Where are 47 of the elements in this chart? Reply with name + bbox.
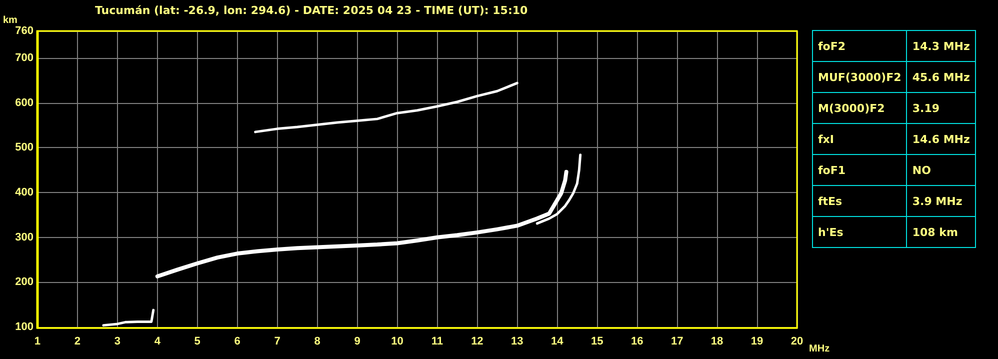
text: 3.19 <box>906 92 976 124</box>
y-tick-label: 300 <box>15 231 34 244</box>
x-tick-label: 16 <box>630 336 644 348</box>
y-tick-label: 400 <box>15 186 34 199</box>
x-tick-label: 18 <box>710 336 724 348</box>
text: M(3000)F2 <box>812 92 907 124</box>
x-tick-label: 12 <box>471 336 484 348</box>
text: fxI <box>812 124 907 154</box>
x-tick-label: 8 <box>314 336 320 348</box>
x-tick-label: 7 <box>274 336 280 348</box>
y-tick-label: 200 <box>15 276 34 288</box>
x-tick-label: 9 <box>354 336 360 348</box>
x-tick-label: 19 <box>750 336 764 348</box>
line-series <box>102 308 155 327</box>
text: 14.3 MHz <box>906 30 976 62</box>
text: ftEs <box>812 186 907 216</box>
x-tick-label: 11 <box>431 336 444 348</box>
y-tick-label: 500 <box>15 142 34 154</box>
y-tick-label: 760 <box>15 25 34 37</box>
x-axis-title: MHz <box>809 344 830 354</box>
x-tick-label: 14 <box>551 336 564 348</box>
x-tick-label: 17 <box>670 336 684 348</box>
y-tick-label: 600 <box>15 96 34 109</box>
x-tick-label: 10 <box>391 336 404 348</box>
x-tick-label: 1 <box>34 336 41 348</box>
text: MUF(3000)F2 <box>812 62 907 92</box>
text: foF1 <box>812 154 907 186</box>
text: 45.6 MHz <box>906 62 976 92</box>
line-series <box>254 82 518 134</box>
x-tick-label: 15 <box>590 336 604 348</box>
text: h'Es <box>812 216 907 248</box>
x-tick-label: 3 <box>114 336 120 348</box>
text: foF2 <box>812 30 907 62</box>
text: 108 km <box>906 216 976 248</box>
x-tick-label: 2 <box>74 336 80 348</box>
x-tick-label: 6 <box>234 336 240 348</box>
text: 3.9 MHz <box>906 186 976 216</box>
y-tick-label: 100 <box>15 321 34 334</box>
y-tick-label: 700 <box>15 52 34 64</box>
x-tick-label: 5 <box>194 336 200 348</box>
text: NO <box>906 154 976 186</box>
chart-title: Tucumán (lat: -26.9, lon: 294.6) - DATE: 2025 04 23 - TIME (UT): 15:10 <box>95 4 528 17</box>
x-tick-label: 4 <box>154 336 162 348</box>
text: 14.6 MHz <box>906 124 976 154</box>
x-tick-label: 13 <box>511 336 524 348</box>
y-axis-title: km <box>3 15 18 26</box>
x-tick-label: 20 <box>790 336 804 348</box>
